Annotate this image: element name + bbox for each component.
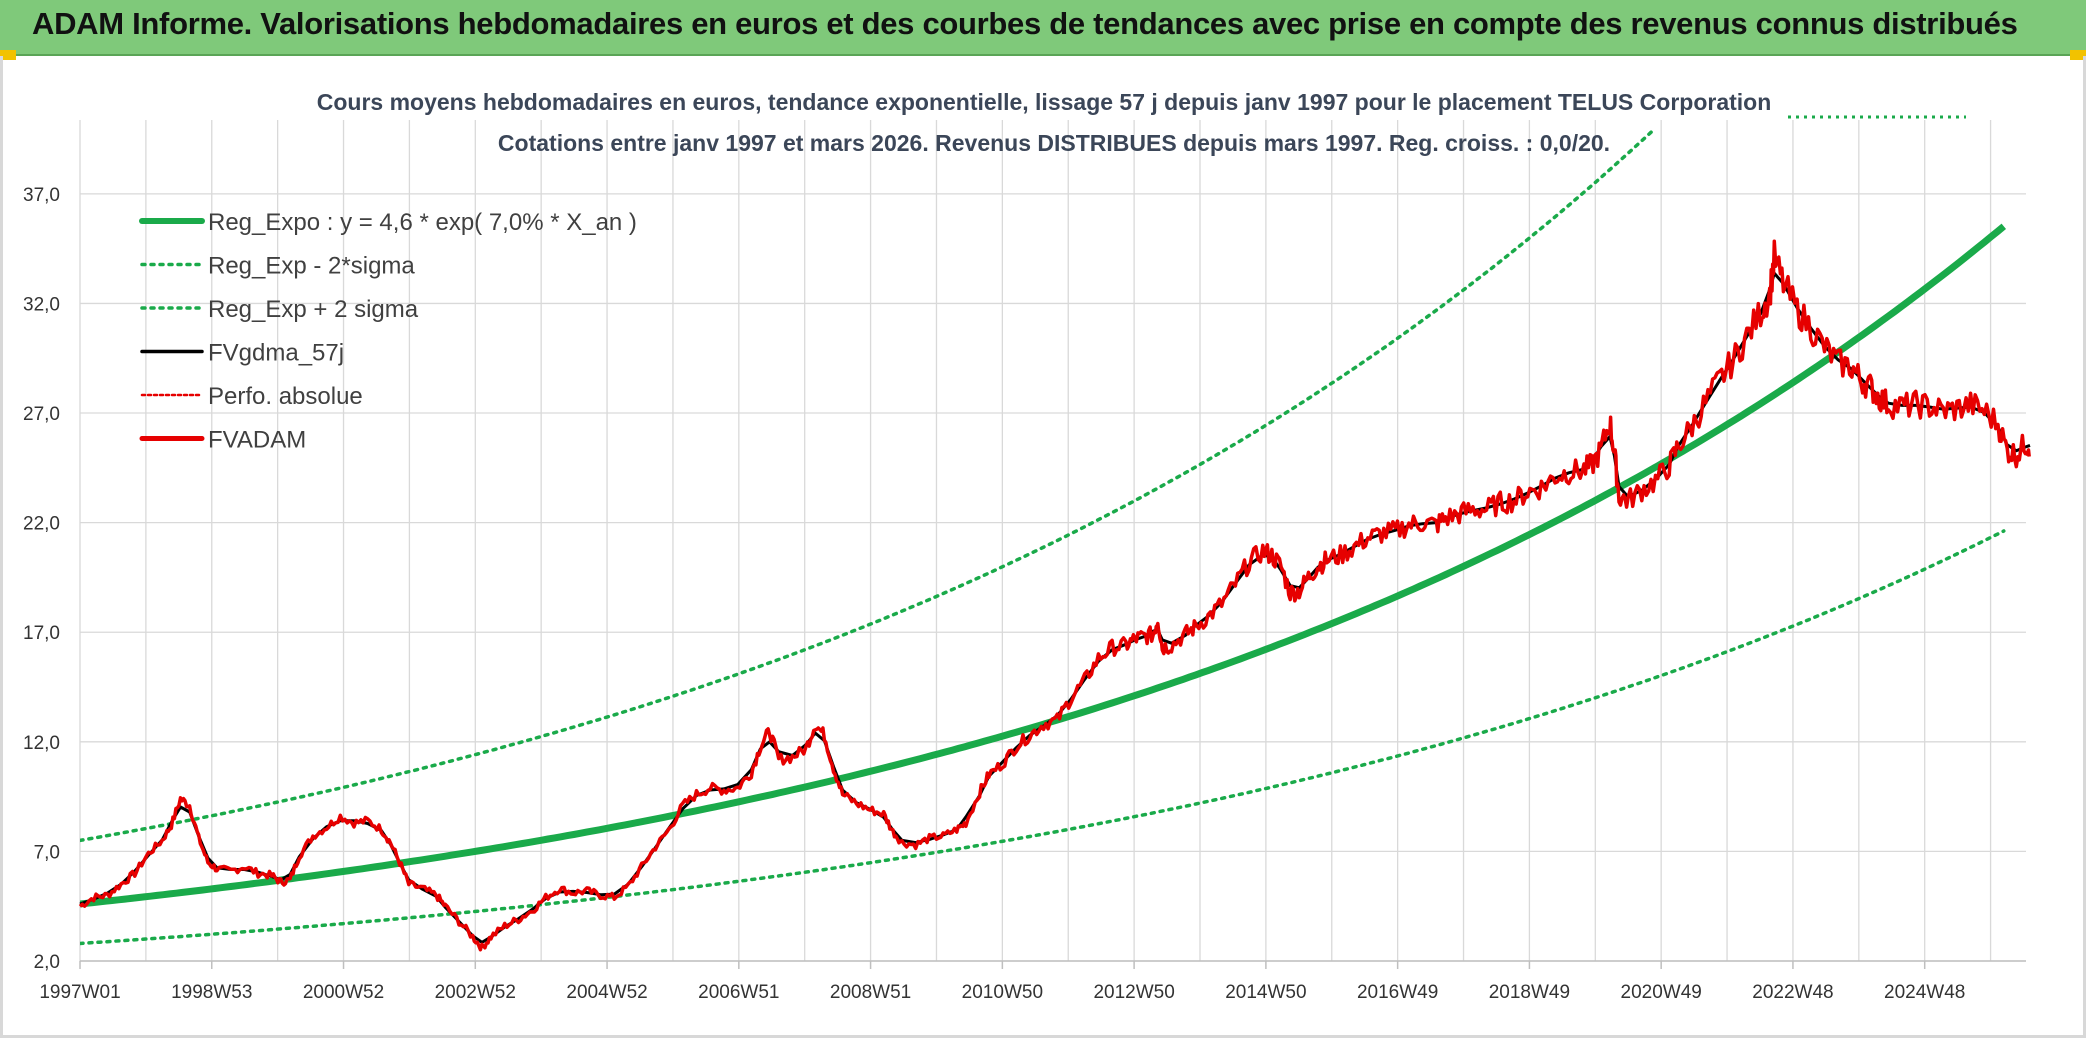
series-fvadam [78,239,2031,952]
x-tick-label: 2004W52 [566,982,647,1003]
legend-label-2: Reg_Exp - 2*sigma [208,253,415,280]
grid [79,120,2026,962]
x-tick-label: 2008W51 [830,982,911,1003]
x-tick-label: 2024W48 [1884,982,1965,1003]
chart-frame [0,56,2086,1038]
legend-label-4: FVgdma_57j [208,340,344,367]
legend-label-1: Reg_Expo : y = 4,6 * exp( 7,0% * X_an ) [208,209,637,236]
chart-subtitle: Cotations entre janv 1997 et mars 2026. … [498,130,1610,156]
report-header: ADAM Informe. Valorisations hebdomadaire… [0,0,2086,56]
y-tick-label: 22,0 [23,514,60,535]
y-tick-label: 2,0 [34,952,60,973]
corner-marker-left [0,50,16,60]
x-tick-label: 2000W52 [303,982,384,1003]
x-tick-label: 2012W50 [1093,982,1174,1003]
legend: Reg_Expo : y = 4,6 * exp( 7,0% * X_an ) R… [139,209,637,454]
x-tick-label: 2014W50 [1225,982,1306,1003]
x-tick-label: 2018W49 [1489,982,1570,1003]
series-reg-exp-minus-2sigma [80,529,2006,946]
y-tick-label: 32,0 [23,294,60,315]
y-tick-label: 7,0 [34,842,60,863]
legend-label-3: Reg_Exp + 2 sigma [208,296,419,323]
chart-title: Cours moyens hebdomadaires en euros, ten… [317,89,1772,115]
y-tick-label: 17,0 [23,623,60,644]
y-tick-label: 27,0 [23,404,60,425]
report-title: ADAM Informe. Valorisations hebdomadaire… [32,6,2018,41]
series-reg-exp-plus-2sigma [80,130,1657,843]
series-reg-expo [80,223,2007,908]
x-tick-label: 2016W49 [1357,982,1438,1003]
corner-marker-right [2070,50,2086,60]
x-tick-label: 1997W01 [39,982,120,1003]
series-layer [78,130,2031,952]
x-tick-label: 1998W53 [171,982,252,1003]
axes: 2,0 7,0 12,0 17,0 22,0 27,0 32,0 37,0 1997W01 199… [23,185,2026,1003]
y-tick-label: 37,0 [23,185,60,206]
legend-label-6: FVADAM [208,427,306,454]
x-tick-label: 2002W52 [435,982,516,1003]
x-tick-label: 2006W51 [698,982,779,1003]
x-tick-label: 2022W48 [1752,982,1833,1003]
series-fvgdma-57j [79,271,2031,944]
legend-label-5: Perfo. absolue [208,383,363,410]
y-tick-label: 12,0 [23,733,60,754]
x-tick-label: 2020W49 [1621,982,1702,1003]
x-tick-label: 2010W50 [962,982,1043,1003]
